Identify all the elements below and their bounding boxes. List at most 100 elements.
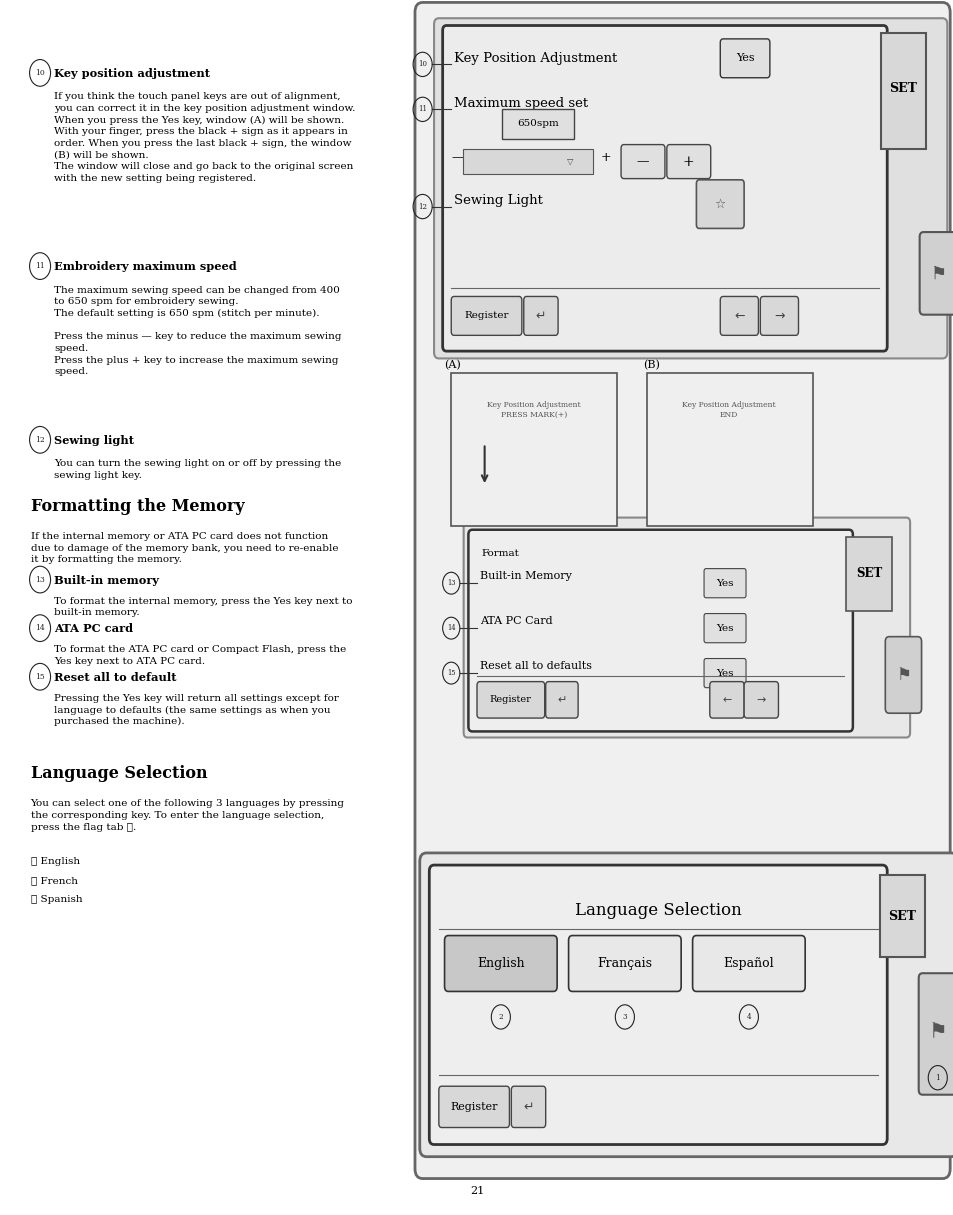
Text: Yes: Yes xyxy=(716,668,733,678)
Text: 12: 12 xyxy=(417,203,427,210)
Text: 10: 10 xyxy=(417,61,427,68)
Text: ⚑: ⚑ xyxy=(930,265,945,282)
Text: Reset all to default: Reset all to default xyxy=(54,672,176,683)
Text: (B): (B) xyxy=(642,361,659,371)
Text: Key Position Adjustment
PRESS MARK(+): Key Position Adjustment PRESS MARK(+) xyxy=(487,401,580,419)
FancyBboxPatch shape xyxy=(568,936,680,991)
Text: +: + xyxy=(682,154,694,169)
Text: 13: 13 xyxy=(35,576,45,583)
FancyBboxPatch shape xyxy=(918,973,953,1095)
Text: 15: 15 xyxy=(447,669,455,677)
Text: You can turn the sewing light on or off by pressing the
sewing light key.: You can turn the sewing light on or off … xyxy=(54,459,341,480)
Text: 14: 14 xyxy=(446,625,456,632)
Text: →: → xyxy=(773,310,784,322)
Text: —: — xyxy=(451,152,463,164)
FancyBboxPatch shape xyxy=(884,637,921,713)
FancyBboxPatch shape xyxy=(620,145,664,179)
Text: SET: SET xyxy=(887,910,916,922)
Text: Yes: Yes xyxy=(716,578,733,588)
FancyBboxPatch shape xyxy=(703,569,745,598)
FancyBboxPatch shape xyxy=(451,373,617,526)
Text: To format the internal memory, press the Yes key next to
built-in memory.: To format the internal memory, press the… xyxy=(54,597,353,617)
Text: ←: ← xyxy=(733,310,744,322)
FancyBboxPatch shape xyxy=(703,614,745,643)
Text: Register: Register xyxy=(464,311,508,321)
FancyBboxPatch shape xyxy=(511,1086,545,1128)
Text: Format: Format xyxy=(481,549,519,558)
Text: 11: 11 xyxy=(417,106,427,113)
FancyBboxPatch shape xyxy=(696,180,743,228)
FancyBboxPatch shape xyxy=(692,936,804,991)
Text: Language Selection: Language Selection xyxy=(30,765,207,782)
Text: You can select one of the following 3 languages by pressing
the corresponding ke: You can select one of the following 3 la… xyxy=(30,799,344,832)
Text: 3: 3 xyxy=(622,1013,626,1021)
Text: ⚑: ⚑ xyxy=(895,667,910,684)
Text: —: — xyxy=(636,156,649,168)
Text: Sewing light: Sewing light xyxy=(54,435,134,446)
Text: SET: SET xyxy=(888,83,917,95)
FancyBboxPatch shape xyxy=(880,33,925,149)
Text: ←: ← xyxy=(721,695,731,705)
FancyBboxPatch shape xyxy=(919,232,953,315)
Text: Language Selection: Language Selection xyxy=(575,902,740,919)
Text: 2: 2 xyxy=(498,1013,502,1021)
Text: +: + xyxy=(600,152,611,164)
Text: ☆: ☆ xyxy=(714,198,725,210)
Text: ④ Spanish: ④ Spanish xyxy=(30,895,82,904)
FancyBboxPatch shape xyxy=(545,682,578,718)
Text: Built-in Memory: Built-in Memory xyxy=(479,571,571,581)
Text: ▽: ▽ xyxy=(567,157,573,166)
Text: Embroidery maximum speed: Embroidery maximum speed xyxy=(54,261,237,272)
Text: 14: 14 xyxy=(35,625,45,632)
Text: 21: 21 xyxy=(470,1186,483,1196)
Text: ATA PC card: ATA PC card xyxy=(54,623,133,634)
FancyBboxPatch shape xyxy=(743,682,778,718)
Text: ↵: ↵ xyxy=(535,310,546,322)
FancyBboxPatch shape xyxy=(444,936,557,991)
Text: To format the ATA PC card or Compact Flash, press the
Yes key next to ATA PC car: To format the ATA PC card or Compact Fla… xyxy=(54,645,346,666)
Text: ATA PC Card: ATA PC Card xyxy=(479,616,552,626)
Text: Maximum speed set: Maximum speed set xyxy=(454,97,588,111)
Text: ② English: ② English xyxy=(30,857,79,865)
Text: Key Position Adjustment
END: Key Position Adjustment END xyxy=(681,401,775,419)
Text: English: English xyxy=(476,957,524,970)
Text: Français: Français xyxy=(597,957,652,970)
FancyBboxPatch shape xyxy=(720,296,758,335)
Text: ⚑: ⚑ xyxy=(927,1023,946,1042)
Text: Register: Register xyxy=(450,1102,497,1112)
Text: 12: 12 xyxy=(35,436,45,443)
FancyBboxPatch shape xyxy=(463,518,909,738)
FancyBboxPatch shape xyxy=(666,145,710,179)
FancyBboxPatch shape xyxy=(703,659,745,688)
Text: Español: Español xyxy=(722,957,774,970)
FancyBboxPatch shape xyxy=(415,2,949,1179)
Text: 1: 1 xyxy=(935,1074,939,1081)
Text: Key position adjustment: Key position adjustment xyxy=(54,68,211,79)
Text: Sewing Light: Sewing Light xyxy=(454,194,542,208)
FancyBboxPatch shape xyxy=(434,18,946,358)
Text: Pressing the Yes key will return all settings except for
language to defaults (t: Pressing the Yes key will return all set… xyxy=(54,694,339,727)
Text: ↵: ↵ xyxy=(557,695,566,705)
Text: SET: SET xyxy=(855,567,882,580)
Text: If you think the touch panel keys are out of alignment,
you can correct it in th: If you think the touch panel keys are ou… xyxy=(54,92,355,183)
FancyBboxPatch shape xyxy=(845,537,891,611)
Text: Yes: Yes xyxy=(735,53,754,63)
Text: Key Position Adjustment: Key Position Adjustment xyxy=(454,52,617,66)
Text: 11: 11 xyxy=(35,262,45,270)
FancyBboxPatch shape xyxy=(523,296,558,335)
Text: 13: 13 xyxy=(447,580,455,587)
FancyBboxPatch shape xyxy=(476,682,544,718)
FancyBboxPatch shape xyxy=(468,530,852,731)
Text: 650spm: 650spm xyxy=(517,119,558,129)
Text: →: → xyxy=(756,695,765,705)
Text: If the internal memory or ATA PC card does not function
due to damage of the mem: If the internal memory or ATA PC card do… xyxy=(30,532,337,565)
Text: Register: Register xyxy=(489,695,531,705)
FancyBboxPatch shape xyxy=(501,109,574,139)
Text: Built-in memory: Built-in memory xyxy=(54,575,159,586)
FancyBboxPatch shape xyxy=(419,853,953,1157)
Text: 4: 4 xyxy=(746,1013,750,1021)
FancyBboxPatch shape xyxy=(451,296,521,335)
FancyBboxPatch shape xyxy=(646,373,812,526)
FancyBboxPatch shape xyxy=(462,149,593,174)
Text: ↵: ↵ xyxy=(522,1101,534,1113)
